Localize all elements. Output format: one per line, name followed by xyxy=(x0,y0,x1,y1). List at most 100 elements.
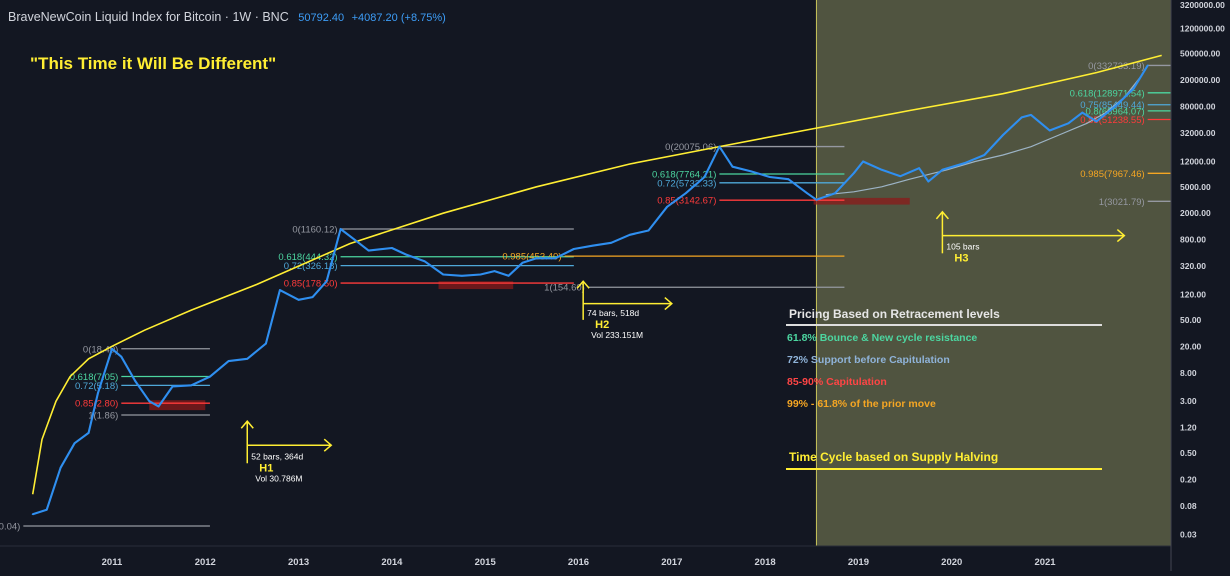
fib-label-c2-5: 1(154.60) xyxy=(544,283,585,294)
y-tick-32000: 32000.00 xyxy=(1180,128,1216,138)
price-point-8[interactable] xyxy=(120,355,123,358)
price-point-16[interactable] xyxy=(246,357,249,360)
price-point-70[interactable] xyxy=(1146,64,1149,67)
legend-item-4: 99% - 61.8% of the prior move xyxy=(787,398,936,410)
halving-3-bars-text: 105 bars xyxy=(946,241,979,251)
fib-label-c2-3: 0.72(326.18) xyxy=(284,261,338,272)
price-point-51[interactable] xyxy=(834,192,836,195)
price-point-10[interactable] xyxy=(148,400,151,403)
price-point-34[interactable] xyxy=(535,257,538,260)
price-point-56[interactable] xyxy=(918,167,920,170)
price-point-4[interactable] xyxy=(73,442,76,445)
fib-label-c4-1: 0(332733.19) xyxy=(1088,61,1145,72)
price-point-43[interactable] xyxy=(703,176,706,178)
fib-label-c4-3: 0.75(85449.44) xyxy=(1080,100,1144,111)
price-point-6[interactable] xyxy=(97,391,99,394)
price-point-66[interactable] xyxy=(1081,111,1084,114)
symbol-title[interactable]: BraveNewCoin Liquid Index for Bitcoin xyxy=(8,10,222,24)
price-point-22[interactable] xyxy=(339,228,342,230)
legend-title: Pricing Based on Retracement levels xyxy=(789,307,1000,321)
price-point-3[interactable] xyxy=(59,466,62,469)
fib-label-c3-5: 0.985(453.40) xyxy=(502,252,561,263)
price-point-31[interactable] xyxy=(493,270,496,273)
price-point-28[interactable] xyxy=(442,273,445,276)
exchange-label: BNC xyxy=(262,10,289,24)
price-point-32[interactable] xyxy=(507,274,510,277)
price-point-30[interactable] xyxy=(479,273,482,276)
price-point-57[interactable] xyxy=(927,180,930,183)
price-point-24[interactable] xyxy=(367,249,370,252)
price-point-60[interactable] xyxy=(983,154,986,156)
x-tick-2016: 2016 xyxy=(568,557,589,568)
chart-header: BraveNewCoin Liquid Index for Bitcoin · … xyxy=(8,10,446,24)
price-series-line[interactable] xyxy=(32,64,1149,516)
fib-label-c3-3: 0.72(5732.33) xyxy=(657,178,716,189)
price-point-7[interactable] xyxy=(111,347,113,350)
halving-1-up-arrowhead xyxy=(240,420,254,429)
price-point-19[interactable] xyxy=(297,298,300,301)
price-point-5[interactable] xyxy=(87,432,90,434)
price-point-33[interactable] xyxy=(521,261,524,264)
interval-label[interactable]: 1W xyxy=(232,10,252,24)
price-point-58[interactable] xyxy=(941,168,944,171)
price-point-68[interactable] xyxy=(1114,105,1116,108)
price-point-62[interactable] xyxy=(1020,116,1023,119)
price-point-41[interactable] xyxy=(666,205,669,208)
price-point-20[interactable] xyxy=(311,296,314,298)
price-point-37[interactable] xyxy=(591,244,594,247)
price-point-50[interactable] xyxy=(815,198,818,201)
price-point-17[interactable] xyxy=(265,342,267,345)
price-point-54[interactable] xyxy=(880,168,883,171)
price-point-23[interactable] xyxy=(353,238,356,241)
price-point-52[interactable] xyxy=(852,172,855,175)
price-point-63[interactable] xyxy=(1030,114,1032,116)
price-point-40[interactable] xyxy=(647,229,650,232)
price-point-45[interactable] xyxy=(731,165,734,168)
price-point-64[interactable] xyxy=(1048,129,1051,132)
price-point-21[interactable] xyxy=(325,280,328,283)
price-point-46[interactable] xyxy=(750,170,753,173)
price-point-36[interactable] xyxy=(572,248,575,250)
price-point-67[interactable] xyxy=(1095,120,1098,123)
price-point-29[interactable] xyxy=(460,274,463,277)
price-point-65[interactable] xyxy=(1067,122,1070,125)
price-point-39[interactable] xyxy=(628,233,631,236)
halving-2-right-arrowhead xyxy=(664,296,673,311)
fib-label-c3-4: 0.85(3142.67) xyxy=(657,196,716,207)
y-tick-500000: 500000.00 xyxy=(1180,49,1220,59)
price-point-44[interactable] xyxy=(718,145,721,148)
price-point-55[interactable] xyxy=(899,175,902,178)
y-tick-0.5: 0.50 xyxy=(1180,448,1197,458)
price-point-12[interactable] xyxy=(171,385,174,388)
price-point-1[interactable] xyxy=(31,513,34,516)
price-point-35[interactable] xyxy=(554,257,557,260)
price-point-69[interactable] xyxy=(1132,87,1135,90)
y-tick-12000: 12000.00 xyxy=(1180,156,1216,166)
fib-label-c2-2: 0.618(444.32) xyxy=(278,252,337,263)
fib-label-c4-5: 0.85(51238.55) xyxy=(1080,115,1144,126)
price-point-48[interactable] xyxy=(787,178,790,181)
price-point-18[interactable] xyxy=(279,289,281,292)
price-point-61[interactable] xyxy=(1002,134,1004,136)
price-point-49[interactable] xyxy=(806,192,809,195)
price-point-26[interactable] xyxy=(404,253,407,256)
price-point-27[interactable] xyxy=(423,260,426,263)
halving-2-vol-text: Vol 233.151M xyxy=(591,330,643,340)
price-point-13[interactable] xyxy=(190,384,193,387)
price-point-9[interactable] xyxy=(134,380,137,383)
price-point-11[interactable] xyxy=(157,405,160,408)
price-point-53[interactable] xyxy=(862,160,864,163)
price-point-15[interactable] xyxy=(227,360,230,363)
price-point-42[interactable] xyxy=(684,192,687,195)
headline-text: "This Time it Will Be Different" xyxy=(30,54,277,73)
price-point-14[interactable] xyxy=(209,375,211,378)
y-tick-3200000: 3200000.00 xyxy=(1180,0,1225,10)
price-point-59[interactable] xyxy=(964,161,967,164)
price-point-2[interactable] xyxy=(45,508,48,511)
price-point-47[interactable] xyxy=(768,176,771,178)
halving-2-label: H2 xyxy=(595,319,609,331)
price-point-38[interactable] xyxy=(610,241,613,244)
price-point-25[interactable] xyxy=(390,247,393,249)
